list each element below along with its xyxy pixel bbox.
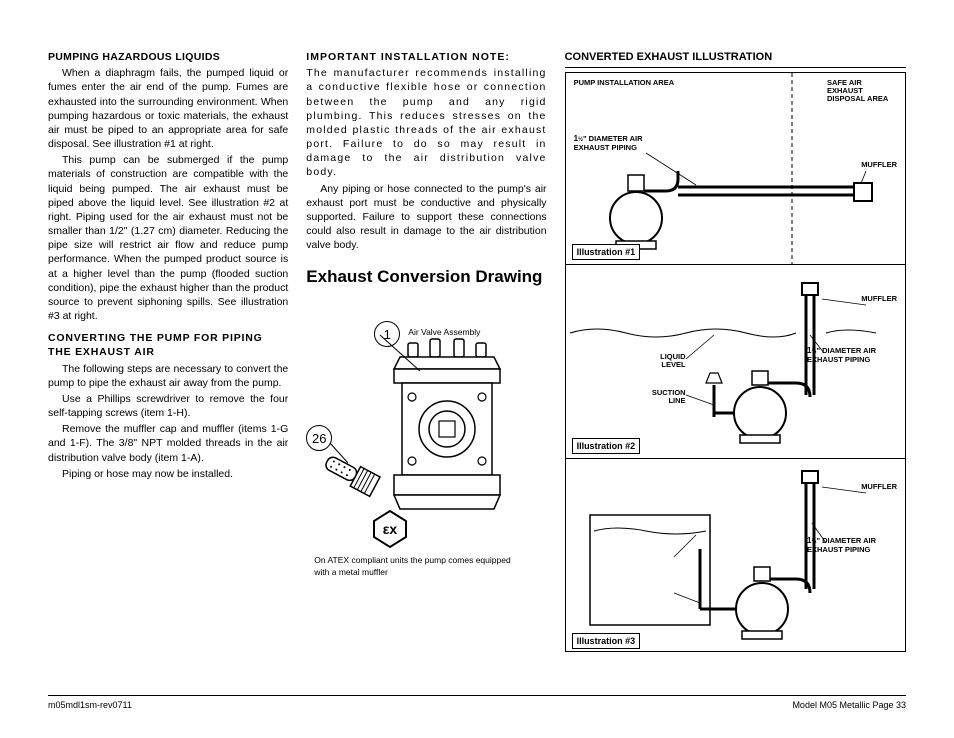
illustration-2: MUFFLER LIQUID LEVEL 1½" DIAMETER AIR EX… [566,265,905,459]
footer-right: Model M05 Metallic Page 33 [792,700,906,710]
heading-hazardous: PUMPING HAZARDOUS LIQUIDS [48,50,288,64]
svg-text:εx: εx [383,521,398,537]
column-3: CONVERTED EXHAUST ILLUSTRATION PUMP INST… [565,50,906,670]
illustration-2-caption: Illustration #2 [572,438,641,454]
para: Piping or hose may now be installed. [48,467,288,481]
para: The following steps are necessary to con… [48,362,288,390]
para: Use a Phillips screwdriver to remove the… [48,392,288,420]
panel1-diagram [566,73,905,264]
para: Remove the muffler cap and muffler (item… [48,422,288,465]
illustration-heading: CONVERTED EXHAUST ILLUSTRATION [565,50,906,68]
column-2: IMPORTANT INSTALLATION NOTE: The manufac… [306,50,546,670]
para: The manufacturer recommends installing a… [306,66,546,179]
footer-left: m05mdl1sm-rev0711 [48,700,132,710]
atex-ex-icon: εx [370,509,410,549]
callout-1-caption: Air Valve Assembly [408,327,480,338]
illustration-1: PUMP INSTALLATION AREA SAFE AIR EXHAUST … [566,73,905,265]
panel2-diagram [566,265,905,458]
illustration-box: PUMP INSTALLATION AREA SAFE AIR EXHAUST … [565,72,906,652]
panel3-diagram [566,459,905,653]
illustration-3: MUFFLER LIQUID LEVEL 1½" DIAMETER AIR EX… [566,459,905,653]
heading-install-note: IMPORTANT INSTALLATION NOTE: [306,50,546,64]
page-footer: m05mdl1sm-rev0711 Model M05 Metallic Pag… [48,695,906,710]
illustration-3-caption: Illustration #3 [572,633,641,649]
muffler-icon [316,449,386,499]
callout-26: 26 [306,425,332,451]
drawing-title: Exhaust Conversion Drawing [306,266,546,289]
illustration-1-caption: Illustration #1 [572,244,641,260]
para: Any piping or hose connected to the pump… [306,182,546,253]
column-1: PUMPING HAZARDOUS LIQUIDS When a diaphra… [48,50,288,670]
para: When a diaphragm fails, the pumped liqui… [48,66,288,151]
para: This pump can be submerged if the pump m… [48,153,288,323]
heading-converting: CONVERTING THE PUMP FOR PIPING THE EXHAU… [48,331,288,359]
atex-note: On ATEX compliant units the pump comes e… [314,555,514,578]
page-content: PUMPING HAZARDOUS LIQUIDS When a diaphra… [48,50,906,670]
exhaust-conversion-drawing: 1 Air Valve Assembly 26 [306,309,546,589]
